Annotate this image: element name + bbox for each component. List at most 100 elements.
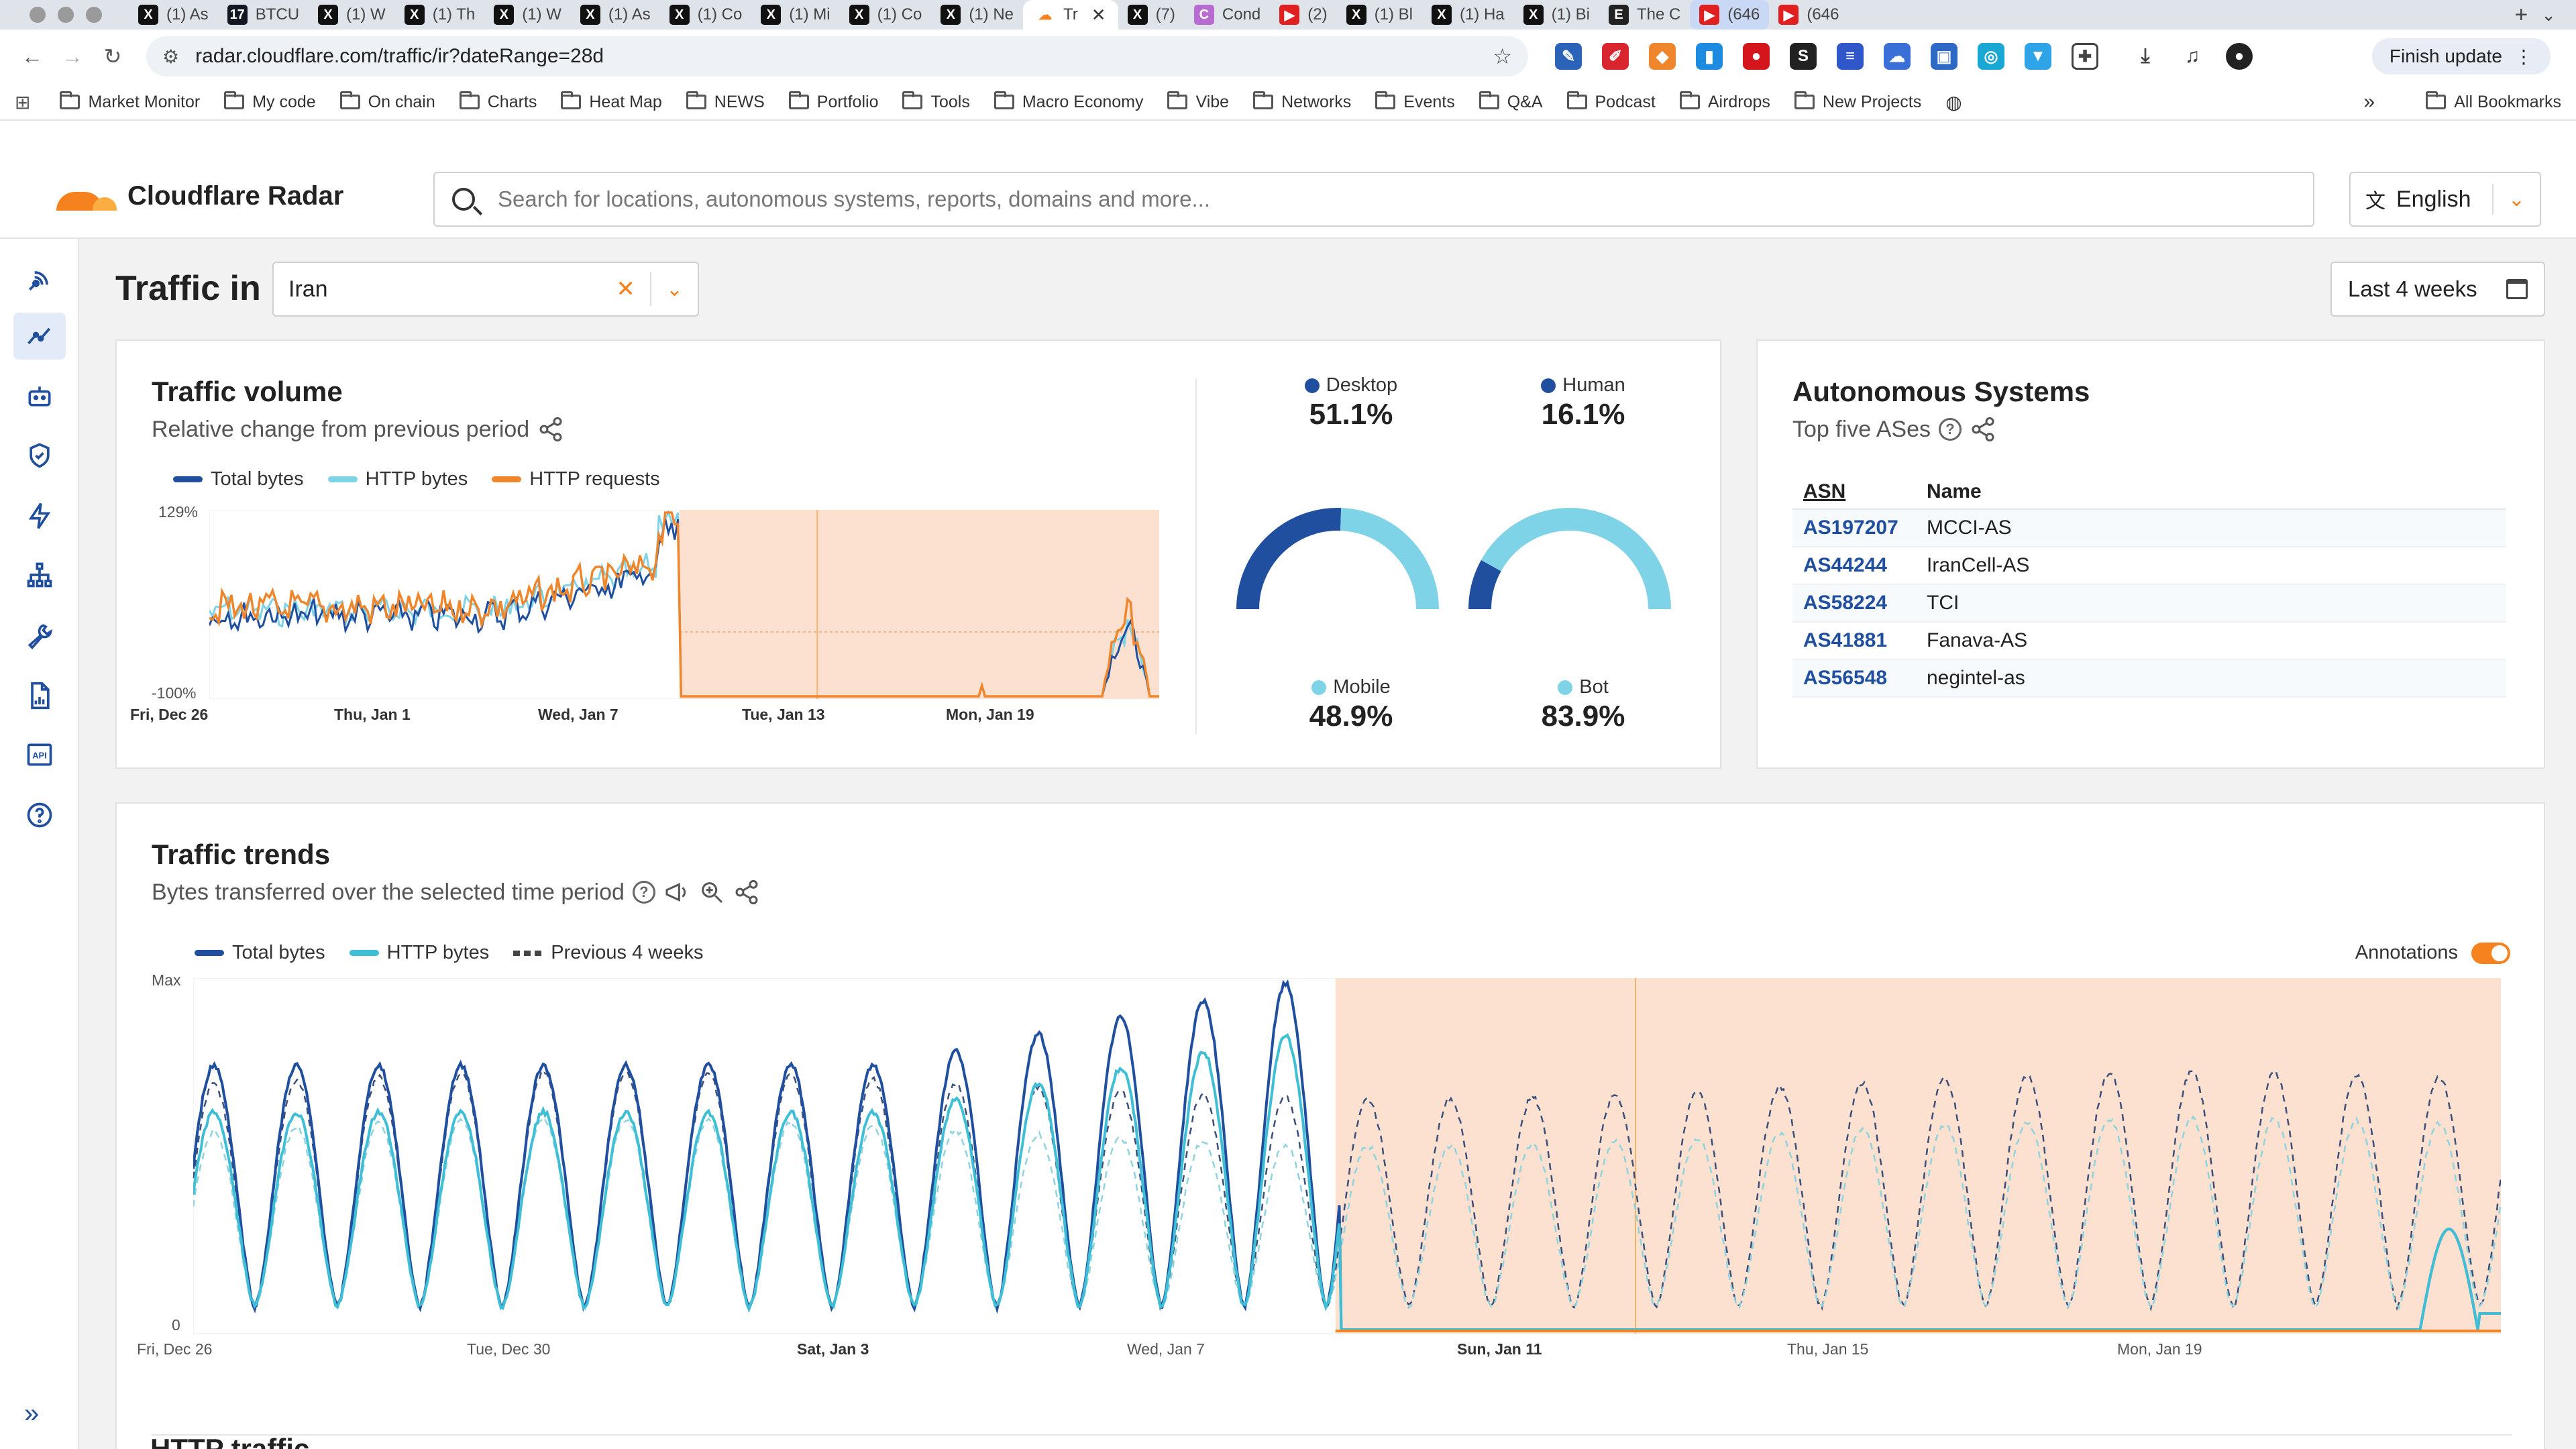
url-text[interactable]: radar.cloudflare.com/traffic/ir?dateRang…: [195, 45, 604, 67]
bookmark-folder[interactable]: Q&A: [1479, 91, 1543, 112]
site-info-icon[interactable]: ⚙: [162, 46, 180, 67]
browser-tab[interactable]: E The C: [1599, 0, 1690, 30]
browser-tab[interactable]: ▶ (646: [1769, 0, 1848, 30]
bookmark-folder[interactable]: Airdrops: [1679, 91, 1770, 112]
download-icon[interactable]: ⤓: [2132, 43, 2159, 70]
chevron-down-icon[interactable]: ⌄: [665, 278, 683, 301]
legend-item[interactable]: HTTP bytes: [349, 942, 489, 964]
asn-link[interactable]: AS44244: [1792, 547, 1916, 585]
metamask-extension-icon[interactable]: ◆: [1649, 43, 1676, 70]
back-button[interactable]: ←: [21, 44, 43, 68]
browser-tab[interactable]: X (1) Bl: [1337, 0, 1422, 30]
address-bar[interactable]: ⚙ radar.cloudflare.com/traffic/ir?dateRa…: [146, 36, 1528, 76]
browser-tab[interactable]: ▶ (646: [1690, 0, 1770, 30]
browser-tab[interactable]: X (7): [1118, 0, 1185, 30]
human-bot-gauge[interactable]: [1462, 495, 1677, 616]
puzzle-extensions-icon[interactable]: ✚: [2072, 43, 2098, 70]
pen-extension-icon[interactable]: ✎: [1555, 43, 1582, 70]
browser-tab[interactable]: X (1) Co: [840, 0, 932, 30]
bookmark-folder[interactable]: Podcast: [1566, 91, 1656, 112]
browser-tab[interactable]: X (1) W: [309, 0, 395, 30]
forward-button[interactable]: →: [62, 44, 83, 68]
report-document-icon[interactable]: [20, 676, 59, 715]
annotations-toggle[interactable]: [2471, 942, 2510, 964]
legend-item[interactable]: HTTP bytes: [327, 468, 468, 490]
wrench-icon[interactable]: [20, 616, 59, 655]
reload-button[interactable]: ↻: [103, 44, 122, 68]
table-row[interactable]: AS41881 Fanava-AS: [1792, 622, 2506, 660]
bookmark-folder[interactable]: Tools: [902, 91, 970, 112]
media-control-icon[interactable]: ♫: [2179, 43, 2206, 70]
help-question-icon[interactable]: ?: [1939, 418, 1962, 441]
desktop-mobile-gauge[interactable]: [1230, 495, 1445, 616]
table-row[interactable]: AS58224 TCI: [1792, 584, 2506, 623]
finish-update-button[interactable]: Finish update ⋮: [2371, 38, 2551, 74]
cloud-extension-icon[interactable]: ☁: [1884, 43, 1911, 70]
browser-tab[interactable]: X (1) W: [484, 0, 571, 30]
asn-link[interactable]: AS56548: [1792, 659, 1916, 698]
bookmark-folder[interactable]: Networks: [1253, 91, 1351, 112]
clear-location-icon[interactable]: ✕: [616, 276, 635, 302]
layers-extension-icon[interactable]: ≡: [1837, 43, 1864, 70]
asn-link[interactable]: AS197207: [1792, 509, 1916, 547]
zoom-window-button[interactable]: [86, 7, 102, 23]
language-selector[interactable]: 文 English ⌄: [2349, 172, 2541, 227]
asn-link[interactable]: AS58224: [1792, 584, 1916, 623]
refresh-extension-icon[interactable]: ◎: [1978, 43, 2004, 70]
traffic-trend-icon[interactable]: [13, 313, 66, 360]
expand-sidebar-icon[interactable]: »: [24, 1399, 40, 1428]
legend-item[interactable]: Total bytes: [195, 942, 325, 964]
bookmark-folder[interactable]: Portfolio: [788, 91, 878, 112]
bookmark-star-icon[interactable]: ☆: [1493, 44, 1512, 68]
share-icon[interactable]: [733, 879, 760, 906]
all-bookmarks-button[interactable]: All Bookmarks: [2426, 91, 2561, 112]
apps-grid-icon[interactable]: ⊞: [15, 91, 31, 113]
table-row[interactable]: AS44244 IranCell-AS: [1792, 547, 2506, 585]
date-range-selector[interactable]: Last 4 weeks: [2330, 262, 2545, 317]
legend-item[interactable]: HTTP requests: [492, 468, 660, 490]
browser-tab[interactable]: 17 BTCU: [218, 0, 309, 30]
legend-item[interactable]: Total bytes: [173, 468, 304, 490]
browser-tab[interactable]: X (1) As: [129, 0, 218, 30]
asn-link[interactable]: AS41881: [1792, 622, 1916, 660]
security-shield-icon[interactable]: [20, 436, 59, 475]
network-hierarchy-icon[interactable]: [20, 555, 59, 594]
record-extension-icon[interactable]: ●: [1743, 43, 1770, 70]
share-icon[interactable]: [1970, 416, 1996, 443]
table-row[interactable]: AS197207 MCCI-AS: [1792, 509, 2506, 547]
bookmark-folder[interactable]: Events: [1375, 91, 1455, 112]
bookmarks-overflow-icon[interactable]: »: [2363, 91, 2375, 113]
help-icon[interactable]: [20, 796, 59, 835]
new-tab-button[interactable]: +: [2514, 1, 2528, 28]
browser-tab[interactable]: C Cond: [1185, 0, 1270, 30]
badge-extension-icon[interactable]: ▣: [1931, 43, 1957, 70]
bookmark-folder[interactable]: Heat Map: [561, 91, 662, 112]
chart-extension-icon[interactable]: ▮: [1696, 43, 1723, 70]
bookmark-folder[interactable]: NEWS: [686, 91, 765, 112]
satellite-icon[interactable]: [20, 260, 59, 299]
browser-tab[interactable]: X (1) Ne: [931, 0, 1023, 30]
legend-item[interactable]: Previous 4 weeks: [513, 942, 703, 964]
close-tab-icon[interactable]: ✕: [1091, 4, 1106, 25]
minimize-window-button[interactable]: [58, 7, 74, 23]
bookmark-folder[interactable]: Vibe: [1167, 91, 1229, 112]
browser-tab[interactable]: X (1) Co: [660, 0, 752, 30]
browser-tab[interactable]: X (1) Bi: [1514, 0, 1599, 30]
browser-tab[interactable]: ▶ (2): [1270, 0, 1336, 30]
browser-tab[interactable]: X (1) As: [571, 0, 660, 30]
zoom-icon[interactable]: [698, 879, 725, 906]
cloudflare-radar-logo[interactable]: Cloudflare Radar: [56, 181, 343, 211]
marker-extension-icon[interactable]: ✐: [1602, 43, 1629, 70]
tab-search-chevron-icon[interactable]: ⌄: [2541, 4, 2556, 25]
traffic-trends-chart[interactable]: [193, 978, 2501, 1334]
api-icon[interactable]: API: [20, 735, 59, 774]
bookmark-folder[interactable]: Market Monitor: [60, 91, 200, 112]
globe-bookmark-icon[interactable]: ◍: [1945, 91, 1962, 113]
diamond-extension-icon[interactable]: ▼: [2025, 43, 2051, 70]
bot-icon[interactable]: [20, 377, 59, 416]
browser-tab[interactable]: X (1) Mi: [751, 0, 839, 30]
location-selector[interactable]: Iran ✕ ⌄: [272, 262, 699, 317]
traffic-volume-chart[interactable]: [209, 510, 1159, 699]
close-window-button[interactable]: [30, 7, 46, 23]
bookmark-folder[interactable]: New Projects: [1794, 91, 1921, 112]
